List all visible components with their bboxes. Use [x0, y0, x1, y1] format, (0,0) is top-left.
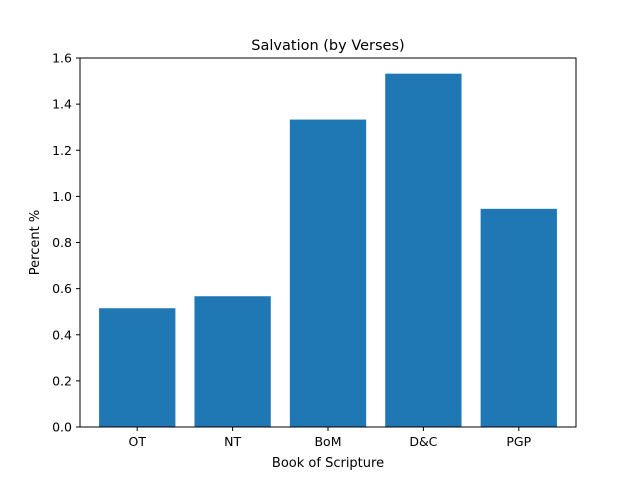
x-axis-label: Book of Scripture	[272, 456, 384, 471]
x-tick-label: OT	[128, 434, 146, 449]
y-axis: 0.0 0.2 0.4 0.6 0.8 1.0 1.2 1.4 1.6	[52, 51, 80, 435]
y-tick-label: 1.4	[52, 97, 72, 112]
chart-title: Salvation (by Verses)	[251, 38, 404, 54]
x-axis: OT NT BoM D&C PGP	[128, 427, 532, 449]
y-tick-label: 1.0	[52, 189, 72, 204]
y-tick-label: 0.0	[52, 420, 72, 435]
y-axis-label: Percent %	[28, 210, 43, 275]
bar-nt	[194, 296, 271, 427]
plot-frame	[79, 57, 577, 428]
x-tick-label: D&C	[409, 434, 437, 449]
bar-pgp	[480, 208, 557, 427]
x-tick-label: BoM	[314, 434, 341, 449]
y-tick-label: 0.6	[52, 281, 72, 296]
y-tick-label: 1.6	[52, 51, 72, 66]
x-tick-label: NT	[224, 434, 241, 449]
y-tick-label: 0.2	[52, 373, 72, 388]
x-tick-label: PGP	[506, 434, 531, 449]
bar-ot	[99, 308, 176, 427]
y-tick-label: 1.2	[52, 143, 72, 158]
bar-d-c	[385, 73, 462, 428]
bar-group	[99, 73, 557, 428]
y-tick-label: 0.8	[52, 235, 72, 250]
y-tick-label: 0.4	[52, 327, 72, 342]
bar-bom	[289, 119, 367, 427]
